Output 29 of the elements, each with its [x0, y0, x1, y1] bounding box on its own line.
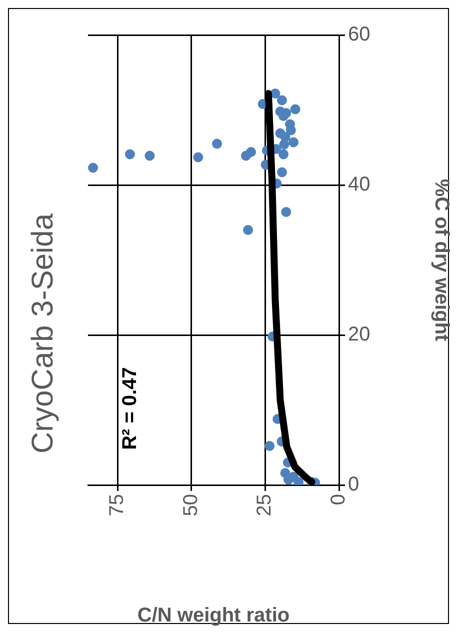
point: [281, 207, 292, 217]
point: [144, 150, 155, 161]
x-tick-label: 50: [180, 494, 202, 516]
annotation: R² = 0.47: [119, 367, 142, 450]
y-tick-label: 60: [348, 24, 370, 46]
y-tick-label: 40: [348, 174, 370, 196]
point: [279, 140, 290, 150]
x-tick-label: 0: [328, 494, 350, 506]
y-axis-title: %C of dry weight: [430, 178, 452, 342]
x-axis-title: C/N weight ratio: [137, 604, 290, 627]
point: [88, 162, 98, 173]
x-tick-label: 75: [106, 494, 128, 516]
point: [278, 149, 288, 160]
point: [277, 95, 288, 106]
point: [246, 147, 256, 157]
point: [193, 152, 204, 162]
point: [286, 125, 296, 136]
point: [243, 225, 254, 235]
point: [212, 138, 222, 149]
point: [264, 441, 275, 451]
x-tick-label: 25: [254, 494, 276, 516]
point: [277, 167, 288, 178]
y-tick-label: 20: [348, 324, 370, 346]
point: [288, 472, 299, 482]
y-tick-label: 0: [348, 474, 360, 496]
point: [288, 137, 299, 148]
point: [124, 149, 135, 160]
text: CryoCarb 3-Seida: [26, 213, 60, 454]
point: [290, 104, 300, 114]
